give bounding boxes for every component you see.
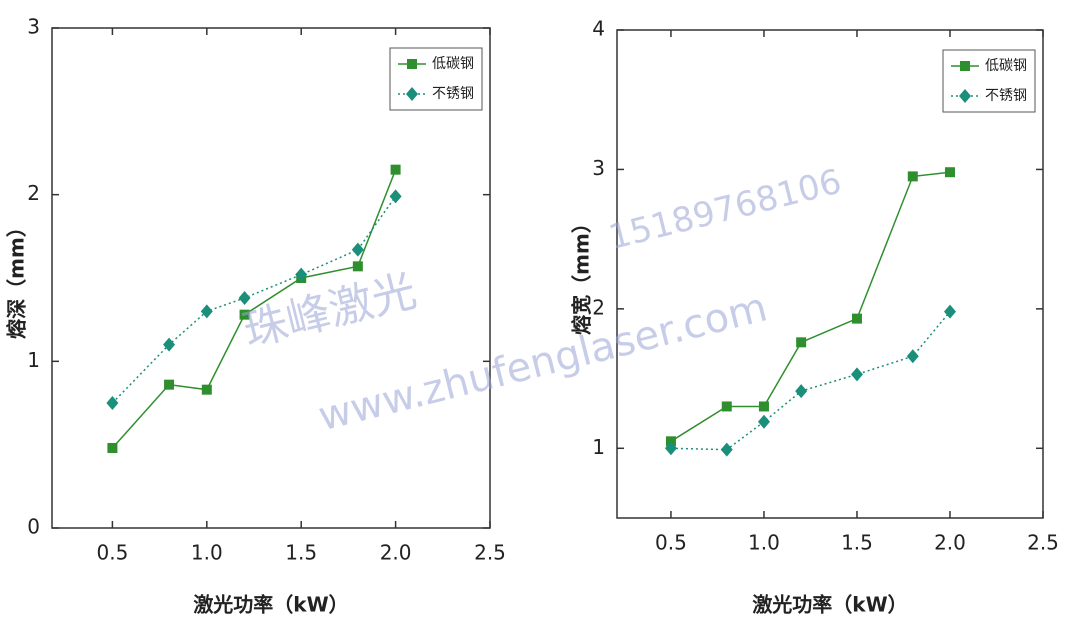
plot-frame bbox=[616, 29, 1044, 519]
legend-marker bbox=[407, 59, 417, 69]
x-tick-label: 0.5 bbox=[97, 541, 129, 565]
legend-label: 不锈钢 bbox=[432, 86, 474, 102]
y-tick-label: 2 bbox=[592, 295, 605, 319]
data-point bbox=[106, 396, 119, 410]
data-point bbox=[352, 261, 363, 272]
x-tick-label: 1.0 bbox=[191, 541, 223, 565]
watermark-text: 珠峰激光 bbox=[238, 265, 421, 357]
x-tick-label: 0.5 bbox=[655, 531, 687, 555]
y-tick-label: 0 bbox=[27, 515, 40, 539]
legend-box bbox=[389, 47, 483, 111]
x-tick-label: 2.0 bbox=[380, 541, 412, 565]
data-point bbox=[664, 441, 677, 456]
y-tick-label: 1 bbox=[592, 435, 605, 459]
y-tick-label: 1 bbox=[27, 348, 40, 372]
data-point bbox=[795, 384, 808, 399]
legend-label: 低碳钢 bbox=[985, 58, 1027, 74]
x-axis-label: 激光功率（kW） bbox=[752, 593, 907, 617]
data-point bbox=[944, 167, 955, 178]
plot-frame bbox=[51, 27, 491, 529]
legend-marker bbox=[406, 87, 418, 101]
x-tick-label: 2.5 bbox=[474, 541, 506, 565]
data-point bbox=[850, 367, 863, 382]
data-point bbox=[200, 304, 213, 319]
legend-label: 低碳钢 bbox=[432, 56, 474, 72]
y-tick-label: 4 bbox=[592, 17, 605, 41]
data-point bbox=[238, 291, 251, 305]
data-point bbox=[851, 313, 862, 324]
data-point bbox=[351, 242, 364, 257]
data-point bbox=[907, 171, 918, 182]
watermark-text: 15189768106 bbox=[605, 162, 846, 258]
legend-marker bbox=[960, 61, 970, 71]
data-point bbox=[758, 401, 769, 412]
data-point bbox=[201, 384, 212, 395]
data-point bbox=[943, 304, 956, 319]
data-point bbox=[906, 349, 919, 364]
data-point bbox=[390, 164, 401, 175]
legend-box bbox=[942, 49, 1036, 113]
legend-marker bbox=[959, 89, 971, 103]
y-axis-label: 熔宽（mm） bbox=[570, 213, 594, 335]
data-point bbox=[164, 379, 175, 390]
x-tick-label: 2.0 bbox=[934, 531, 966, 555]
data-point bbox=[389, 189, 402, 204]
data-point bbox=[295, 267, 308, 282]
y-tick-label: 2 bbox=[27, 181, 40, 205]
data-point bbox=[239, 309, 250, 320]
data-point bbox=[107, 443, 118, 453]
data-point bbox=[163, 337, 176, 352]
data-point bbox=[721, 401, 732, 412]
y-axis-label: 熔深（mm） bbox=[5, 217, 29, 339]
x-axis-label: 激光功率（kW） bbox=[193, 593, 348, 617]
watermark: 珠峰激光 15189768106 www.zhufenglaser.com bbox=[238, 162, 845, 441]
data-point bbox=[796, 337, 807, 348]
x-tick-label: 1.5 bbox=[285, 541, 317, 565]
x-tick-label: 1.5 bbox=[841, 531, 873, 555]
x-tick-label: 1.0 bbox=[748, 531, 780, 555]
y-tick-label: 3 bbox=[27, 15, 40, 39]
data-point bbox=[720, 442, 733, 457]
legend-label: 不锈钢 bbox=[985, 88, 1027, 104]
y-tick-label: 3 bbox=[592, 156, 605, 180]
x-tick-label: 2.5 bbox=[1027, 531, 1059, 555]
data-point bbox=[757, 414, 770, 429]
